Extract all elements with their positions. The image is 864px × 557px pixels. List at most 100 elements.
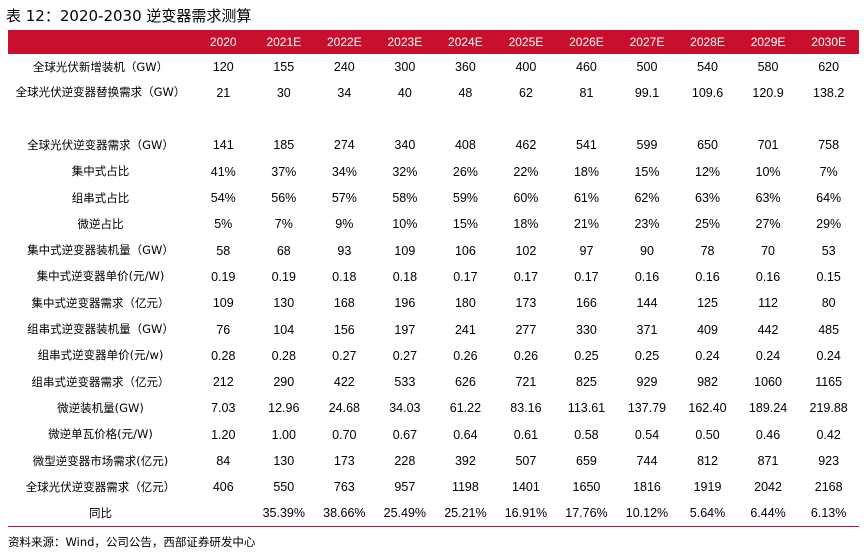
- table-cell: 27%: [755, 217, 781, 232]
- table-cell: 37%: [271, 164, 297, 179]
- table-cell: 721: [515, 375, 537, 390]
- header-cell-year: 2023E: [387, 35, 423, 49]
- table-cell: 25.21%: [435, 500, 496, 528]
- table-cell: 0.18: [392, 269, 418, 284]
- table-cell: 32%: [392, 164, 418, 179]
- table-cell: 330: [576, 322, 597, 337]
- table-cell: 137.79: [627, 401, 667, 416]
- table-cell: 408: [454, 138, 476, 153]
- table-cell: 61%: [573, 191, 599, 206]
- table-cell: 54%: [210, 191, 236, 206]
- header-cell-year: 2020: [209, 35, 237, 49]
- row-label: 组串式逆变器装机量（GW）: [27, 322, 174, 337]
- row-label: 组串式占比: [71, 190, 130, 205]
- table-cell: 22%: [513, 164, 539, 179]
- table-cell: 0.70: [332, 427, 357, 442]
- row-label: 全球光伏逆变器需求（GW）: [27, 137, 174, 152]
- row-label: 微逆装机量(GW): [57, 400, 144, 415]
- table-cell: 2042: [754, 480, 782, 495]
- table-cell: 0.24: [695, 348, 720, 363]
- table-cell: 0.19: [271, 269, 296, 284]
- table-cell: 1198: [451, 480, 479, 495]
- table-cell: 166: [576, 296, 597, 311]
- table-cell: 16.91%: [495, 500, 557, 528]
- table-cell: 744: [636, 454, 658, 468]
- table-cell: 81: [579, 86, 594, 101]
- table-cell: 0.16: [634, 269, 660, 284]
- table-row: 微逆装机量(GW) 7.03 12.96 24.68 34.03 61.22 83.16 11…: [8, 395, 859, 421]
- table-cell: 763: [333, 480, 355, 495]
- table-cell: 599: [636, 138, 658, 153]
- table-cell: 290: [273, 375, 295, 390]
- table-cell: 812: [697, 454, 718, 468]
- table-cell: 9%: [335, 217, 354, 232]
- table-cell: 58: [216, 243, 231, 258]
- table-cell: 300: [394, 60, 416, 75]
- table-cell: 62%: [634, 191, 660, 206]
- table-cell: 64%: [816, 191, 842, 206]
- table-cell: 156: [333, 322, 355, 337]
- table-row: 微逆占比 5% 7% 9% 10% 15% 18% 21% 23% 25% 27% 29%: [8, 211, 859, 237]
- table-cell: 0.17: [513, 269, 539, 284]
- table-cell: 0.26: [513, 348, 539, 363]
- table-cell: 540: [697, 60, 718, 75]
- table-cell: 228: [394, 454, 416, 468]
- table-cell: 34.03: [389, 401, 421, 416]
- table-cell: 113.61: [567, 401, 606, 416]
- table-cell: 93: [337, 243, 352, 258]
- table-row: 集中式占比 41% 37% 34% 32% 26% 22% 18% 15% 12% 10% 7%: [8, 159, 859, 185]
- table-cell: 957: [394, 480, 416, 495]
- table-row: 全球光伏逆变器替换需求（GW） 21 30 34 40 48 62 81 99.1 109.6 12…: [8, 80, 859, 132]
- table-cell: 70: [761, 243, 775, 258]
- table-cell: 189.24: [748, 401, 788, 416]
- table-cell: 7.03: [211, 401, 236, 416]
- table-cell: 460: [576, 60, 597, 75]
- table-cell: 400: [515, 60, 537, 75]
- table-cell: 1.20: [211, 427, 236, 442]
- table-cell: 541: [576, 138, 597, 153]
- table-cell: 125: [697, 296, 718, 311]
- table-cell: 6.44%: [737, 500, 799, 528]
- row-label: 同比: [8, 500, 193, 528]
- table-cell: 442: [757, 322, 779, 337]
- table-cell: 212: [212, 375, 234, 390]
- table-row: 组串式逆变器需求（亿元） 212 290 422 533 626 721 825 929 982 1…: [8, 369, 859, 395]
- table-cell: 155: [273, 60, 295, 75]
- table-cell: 241: [454, 322, 476, 337]
- table-cell: 0.25: [574, 348, 599, 363]
- table-cell: 59%: [452, 191, 478, 206]
- table-cell: 0.17: [574, 269, 599, 284]
- table-cell: 219.88: [809, 401, 848, 416]
- header-cell-year: 2027E: [629, 35, 665, 49]
- table-row: 微逆单瓦价格(元/W) 1.20 1.00 0.70 0.67 0.64 0.61 0.58 0…: [8, 422, 859, 448]
- table-cell: 18%: [573, 164, 599, 179]
- table-cell: 0.16: [755, 269, 781, 284]
- row-label: 全球光伏逆变器替换需求（GW）: [15, 85, 186, 100]
- table-cell: 185: [273, 138, 295, 153]
- table-cell: 274: [333, 138, 355, 153]
- header-cell-year: 2026E: [569, 35, 604, 49]
- table-cell: 25.49%: [374, 500, 436, 528]
- table-cell: 1060: [754, 375, 782, 390]
- row-label: 微逆占比: [77, 216, 124, 231]
- table-cell: 63%: [755, 191, 781, 206]
- table-cell: 180: [454, 296, 476, 311]
- row-label: 全球光伏新增装机（GW）: [32, 59, 169, 74]
- table-cell: 5.64%: [677, 500, 738, 528]
- table-cell: 76: [216, 322, 231, 337]
- table-cell: 197: [394, 322, 416, 337]
- table-cell: 360: [454, 60, 476, 75]
- table-cell: 626: [454, 375, 476, 390]
- table-cell: 62: [518, 86, 533, 101]
- table-cell: 0.27: [392, 348, 418, 363]
- table-cell: 0.54: [634, 427, 660, 442]
- table-cell: 507: [515, 454, 537, 468]
- table-row: 全球光伏逆变器需求（GW） 141 185 274 340 408 462 541 599 650…: [8, 132, 859, 158]
- table-cell: 162.40: [688, 401, 727, 416]
- table-cell: 0.27: [332, 348, 357, 363]
- table-cell: 130: [273, 454, 295, 468]
- inverter-demand-table: 2020 2021E 2022E 2023E 2024E 2025E 2026E 2027E 2…: [8, 30, 859, 528]
- table-cell: 15%: [634, 164, 660, 179]
- row-label: 集中式占比: [71, 164, 130, 179]
- table-cell: 41%: [210, 164, 236, 179]
